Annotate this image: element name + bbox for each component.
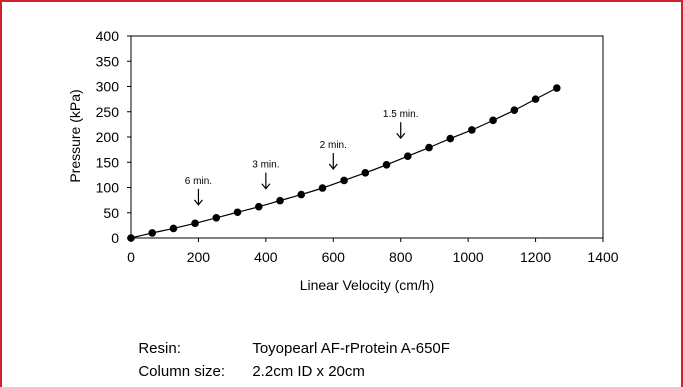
column-size-note: Column size: 2.2cm ID x 20cm [130, 345, 365, 381]
data-point [127, 234, 135, 242]
data-point [489, 116, 497, 125]
data-point [510, 106, 519, 115]
data-point [191, 219, 199, 228]
plot-border [130, 35, 604, 239]
data-point [297, 190, 306, 199]
data-point [254, 202, 263, 211]
data-point [340, 176, 348, 185]
y-axis-label: Pressure (kPa) [67, 89, 83, 182]
plot-area: 0 50 100 150 200 250 300 350 400 0 200 400 600 800 100… [96, 28, 619, 265]
x-tick-label: 0 [127, 249, 135, 265]
data-point [425, 143, 433, 152]
resin-note: Resin: Toyopearl AF-rProtein A-650F [130, 322, 450, 358]
y-tick-label: 200 [96, 129, 120, 145]
down-arrow-icon [328, 163, 338, 170]
resin-label: Resin: [138, 340, 181, 357]
y-tick-label: 150 [96, 154, 120, 170]
x-tick-label: 400 [254, 249, 278, 265]
data-point [361, 169, 370, 177]
down-arrow-icon [396, 132, 406, 140]
data-point [531, 95, 540, 103]
y-tick-label: 350 [96, 53, 120, 69]
column-size-label: Column size: [138, 363, 226, 380]
data-point [403, 152, 412, 160]
time-annotation: 6 min. [185, 176, 212, 187]
data-point [446, 134, 455, 143]
time-annotation: 1.5 min. [383, 109, 419, 120]
y-tick-label: 300 [96, 79, 120, 95]
x-tick-label: 200 [187, 249, 211, 265]
down-arrow-icon [193, 199, 203, 206]
data-point [468, 126, 476, 134]
x-tick-label: 1000 [453, 249, 484, 265]
data-point [212, 214, 221, 222]
x-tick-label: 1200 [520, 249, 551, 265]
x-tick-label: 800 [389, 249, 413, 265]
data-point [382, 160, 391, 169]
y-tick-label: 100 [96, 180, 120, 196]
data-point [148, 229, 157, 237]
down-arrow-icon [261, 183, 271, 190]
x-tick-label: 1400 [587, 249, 618, 265]
y-tick-label: 0 [111, 230, 119, 246]
y-tick-label: 250 [96, 104, 120, 120]
column-size-value: 2.2cm ID x 20cm [252, 363, 365, 380]
time-annotation: 3 min. [252, 160, 279, 171]
data-point [169, 224, 178, 233]
data-point [553, 84, 561, 92]
time-annotation: 2 min. [320, 140, 347, 151]
x-tick-label: 600 [322, 249, 346, 265]
pressure-velocity-chart: 0 50 100 150 200 250 300 350 400 0 200 400 600 800 100… [67, 28, 619, 293]
series-line [130, 87, 558, 239]
resin-value: Toyopearl AF-rProtein A-650F [252, 340, 450, 357]
y-tick-label: 50 [103, 205, 119, 221]
data-point [276, 196, 284, 205]
data-point [318, 184, 327, 192]
x-axis-label: Linear Velocity (cm/h) [300, 277, 435, 293]
y-tick-label: 400 [96, 28, 120, 44]
data-point [233, 208, 242, 217]
